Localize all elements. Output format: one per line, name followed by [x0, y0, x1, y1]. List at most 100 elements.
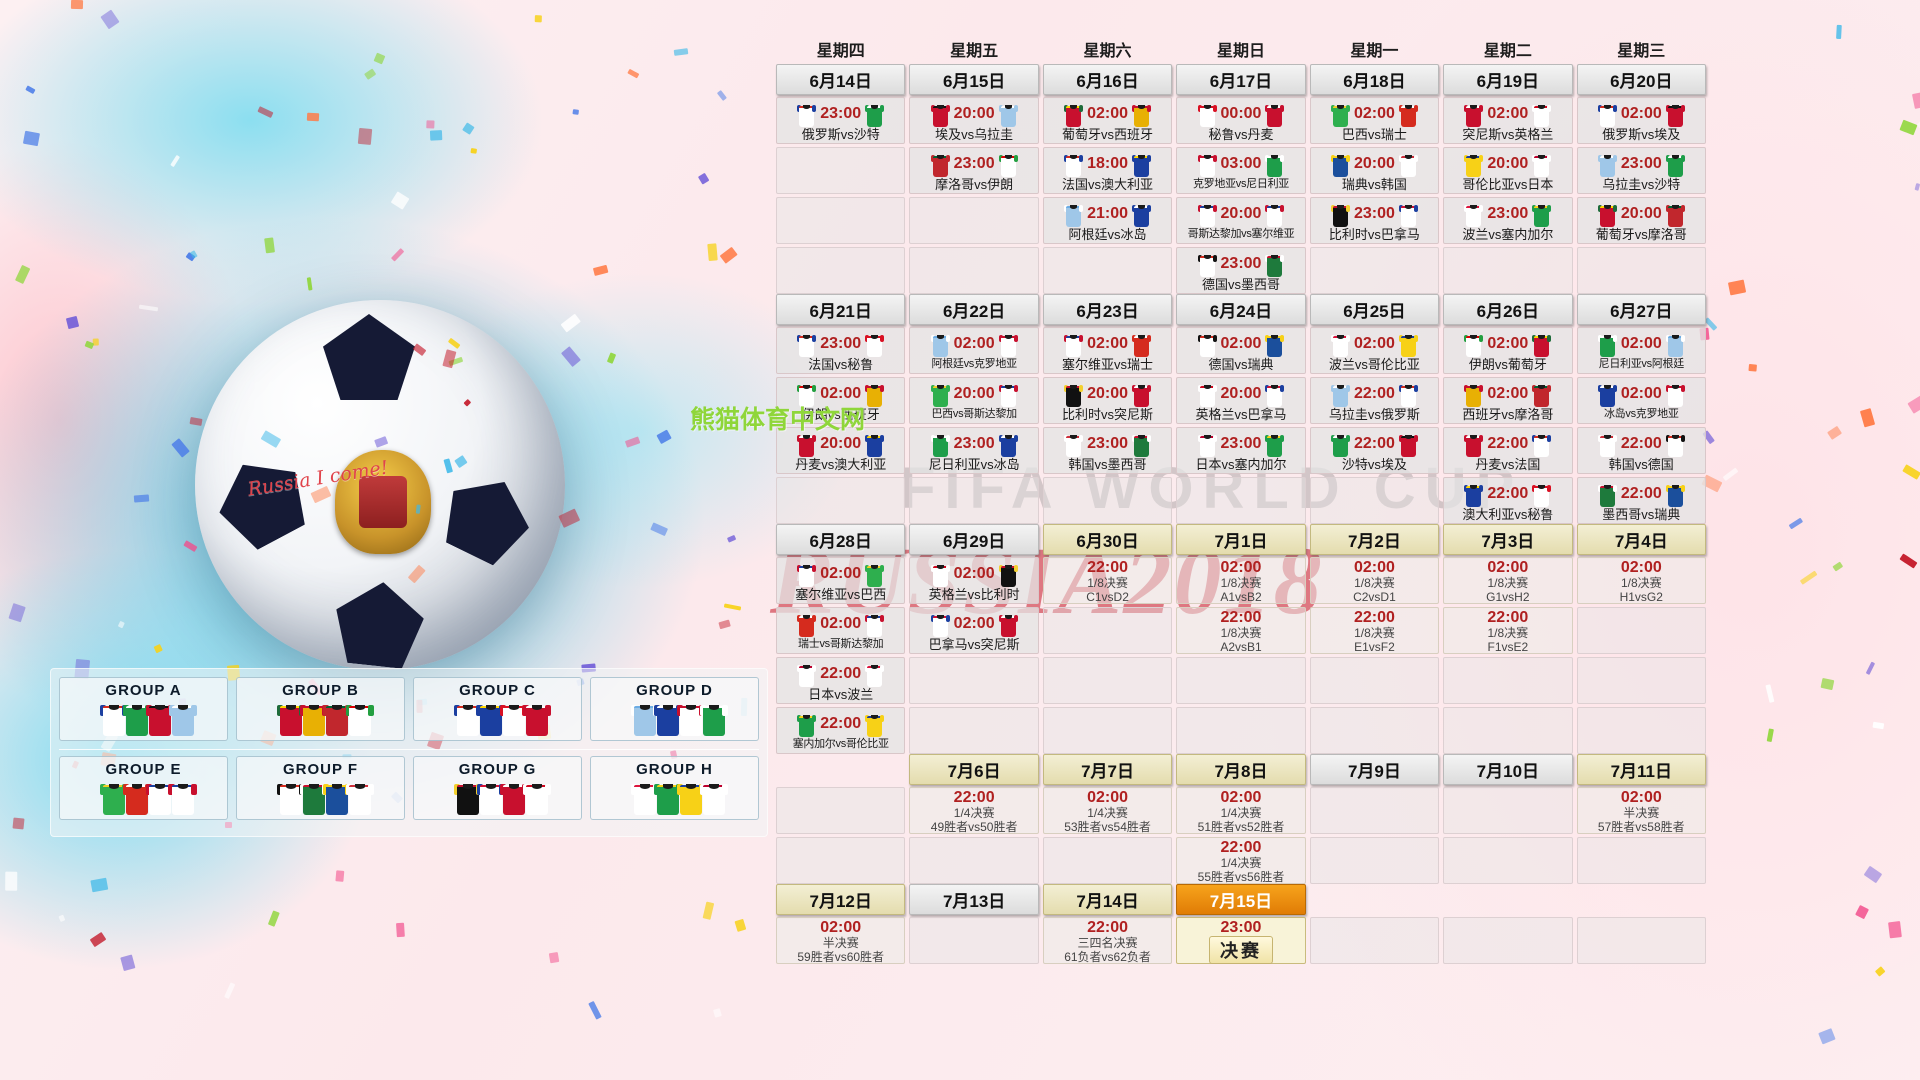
group-match-cell[interactable]: 02:00 塞尔维亚vs瑞士: [1042, 327, 1173, 374]
date-header[interactable]: 6月14日: [776, 64, 906, 95]
final-match-cell[interactable]: 23:00 决赛: [1176, 917, 1306, 964]
group-card[interactable]: GROUP G: [413, 756, 582, 820]
date-header[interactable]: 6月25日: [1309, 294, 1440, 325]
group-match-cell[interactable]: 22:00 澳大利亚vs秘鲁: [1443, 477, 1573, 524]
date-header[interactable]: 7月9日: [1309, 754, 1440, 785]
group-card[interactable]: GROUP A: [59, 677, 228, 741]
group-match-cell[interactable]: 02:00 阿根廷vs克罗地亚: [909, 327, 1039, 374]
group-match-cell[interactable]: 22:00 乌拉圭vs俄罗斯: [1309, 377, 1440, 424]
date-header[interactable]: 7月1日: [1176, 524, 1306, 555]
knockout-match-cell[interactable]: 02:00 1/4决赛 51胜者vs52胜者: [1176, 787, 1306, 834]
group-card[interactable]: GROUP D: [590, 677, 759, 741]
group-match-cell[interactable]: 20:00 巴西vs哥斯达黎加: [909, 377, 1039, 424]
group-match-cell[interactable]: 23:00 韩国vs墨西哥: [1042, 427, 1173, 474]
group-match-cell[interactable]: 18:00 法国vs澳大利亚: [1042, 147, 1173, 194]
date-header[interactable]: 6月29日: [909, 524, 1039, 555]
date-header[interactable]: 7月8日: [1176, 754, 1306, 785]
date-header[interactable]: 7月15日: [1176, 884, 1306, 915]
date-header[interactable]: 6月26日: [1443, 294, 1573, 325]
date-header[interactable]: 7月6日: [909, 754, 1039, 785]
date-header[interactable]: 7月4日: [1576, 524, 1706, 555]
date-header[interactable]: 6月15日: [909, 64, 1039, 95]
date-header[interactable]: 6月20日: [1576, 64, 1706, 95]
group-match-cell[interactable]: 20:00 哥斯达黎加vs塞尔维亚: [1176, 197, 1306, 244]
group-card[interactable]: GROUP H: [590, 756, 759, 820]
group-match-cell[interactable]: 22:00 韩国vs德国: [1576, 427, 1706, 474]
group-match-cell[interactable]: 02:00 冰岛vs克罗地亚: [1576, 377, 1706, 424]
group-card[interactable]: GROUP B: [236, 677, 405, 741]
date-header[interactable]: 6月21日: [776, 294, 906, 325]
group-match-cell[interactable]: 23:00 俄罗斯vs沙特: [776, 97, 906, 144]
knockout-match-cell[interactable]: 02:00 1/8决赛 G1vsH2: [1443, 557, 1573, 604]
date-header[interactable]: 7月12日: [776, 884, 906, 915]
group-match-cell[interactable]: 22:00 日本vs波兰: [776, 657, 906, 704]
date-header[interactable]: 7月14日: [1042, 884, 1173, 915]
date-header[interactable]: 7月7日: [1042, 754, 1173, 785]
knockout-match-cell[interactable]: 22:00 1/4决赛 55胜者vs56胜者: [1176, 837, 1306, 884]
group-match-cell[interactable]: 22:00 塞内加尔vs哥伦比亚: [776, 707, 906, 754]
knockout-match-cell[interactable]: 02:00 1/4决赛 53胜者vs54胜者: [1042, 787, 1173, 834]
group-card[interactable]: GROUP E: [59, 756, 228, 820]
group-match-cell[interactable]: 02:00 巴拿马vs突尼斯: [909, 607, 1039, 654]
date-header[interactable]: 6月16日: [1042, 64, 1173, 95]
knockout-match-cell[interactable]: 22:00 1/8决赛 C1vsD2: [1042, 557, 1173, 604]
date-header[interactable]: 7月11日: [1576, 754, 1706, 785]
date-header[interactable]: 7月2日: [1309, 524, 1440, 555]
group-match-cell[interactable]: 20:00 比利时vs突尼斯: [1042, 377, 1173, 424]
group-match-cell[interactable]: 20:00 哥伦比亚vs日本: [1443, 147, 1573, 194]
group-match-cell[interactable]: 02:00 瑞士vs哥斯达黎加: [776, 607, 906, 654]
date-header[interactable]: 6月17日: [1176, 64, 1306, 95]
knockout-match-cell[interactable]: 22:00 1/8决赛 F1vsE2: [1443, 607, 1573, 654]
group-match-cell[interactable]: 22:00 沙特vs埃及: [1309, 427, 1440, 474]
group-match-cell[interactable]: 23:00 尼日利亚vs冰岛: [909, 427, 1039, 474]
group-match-cell[interactable]: 23:00 乌拉圭vs沙特: [1576, 147, 1706, 194]
group-match-cell[interactable]: 23:00 摩洛哥vs伊朗: [909, 147, 1039, 194]
group-match-cell[interactable]: 03:00 克罗地亚vs尼日利亚: [1176, 147, 1306, 194]
group-match-cell[interactable]: 20:00 埃及vs乌拉圭: [909, 97, 1039, 144]
date-header[interactable]: 6月23日: [1042, 294, 1173, 325]
knockout-match-cell[interactable]: 02:00 1/8决赛 H1vsG2: [1576, 557, 1706, 604]
knockout-match-cell[interactable]: 22:00 1/8决赛 E1vsF2: [1309, 607, 1440, 654]
date-header[interactable]: 7月10日: [1443, 754, 1573, 785]
group-match-cell[interactable]: 23:00 法国vs秘鲁: [776, 327, 906, 374]
date-header[interactable]: 7月3日: [1443, 524, 1573, 555]
date-header[interactable]: 6月22日: [909, 294, 1039, 325]
group-match-cell[interactable]: 23:00 比利时vs巴拿马: [1309, 197, 1440, 244]
group-card[interactable]: GROUP F: [236, 756, 405, 820]
date-header[interactable]: 6月27日: [1576, 294, 1706, 325]
group-match-cell[interactable]: 21:00 阿根廷vs冰岛: [1042, 197, 1173, 244]
date-header[interactable]: 6月30日: [1042, 524, 1173, 555]
group-match-cell[interactable]: 02:00 英格兰vs比利时: [909, 557, 1039, 604]
knockout-match-cell[interactable]: 02:00 半决赛 57胜者vs58胜者: [1576, 787, 1706, 834]
knockout-match-cell[interactable]: 02:00 1/8决赛 A1vsB2: [1176, 557, 1306, 604]
group-match-cell[interactable]: 20:00 瑞典vs韩国: [1309, 147, 1440, 194]
group-match-cell[interactable]: 02:00 塞尔维亚vs巴西: [776, 557, 906, 604]
group-match-cell[interactable]: 02:00 尼日利亚vs阿根廷: [1576, 327, 1706, 374]
group-match-cell[interactable]: 23:00 德国vs墨西哥: [1176, 247, 1306, 294]
group-match-cell[interactable]: 02:00 葡萄牙vs西班牙: [1042, 97, 1173, 144]
group-match-cell[interactable]: 02:00 俄罗斯vs埃及: [1576, 97, 1706, 144]
knockout-match-cell[interactable]: 22:00 1/4决赛 49胜者vs50胜者: [909, 787, 1039, 834]
group-match-cell[interactable]: 22:00 丹麦vs法国: [1443, 427, 1573, 474]
group-match-cell[interactable]: 22:00 墨西哥vs瑞典: [1576, 477, 1706, 524]
knockout-match-cell[interactable]: 22:00 1/8决赛 A2vsB1: [1176, 607, 1306, 654]
group-match-cell[interactable]: 00:00 秘鲁vs丹麦: [1176, 97, 1306, 144]
group-match-cell[interactable]: 23:00 波兰vs塞内加尔: [1443, 197, 1573, 244]
group-match-cell[interactable]: 02:00 伊朗vs葡萄牙: [1443, 327, 1573, 374]
group-match-cell[interactable]: 02:00 德国vs瑞典: [1176, 327, 1306, 374]
group-match-cell[interactable]: 20:00 葡萄牙vs摩洛哥: [1576, 197, 1706, 244]
group-match-cell[interactable]: 23:00 日本vs塞内加尔: [1176, 427, 1306, 474]
knockout-match-cell[interactable]: 02:00 1/8决赛 C2vsD1: [1309, 557, 1440, 604]
group-match-cell[interactable]: 02:00 巴西vs瑞士: [1309, 97, 1440, 144]
date-header[interactable]: 7月13日: [909, 884, 1039, 915]
group-match-cell[interactable]: 02:00 波兰vs哥伦比亚: [1309, 327, 1440, 374]
date-header[interactable]: 6月18日: [1309, 64, 1440, 95]
date-header[interactable]: 6月28日: [776, 524, 906, 555]
group-match-cell[interactable]: 20:00 丹麦vs澳大利亚: [776, 427, 906, 474]
group-match-cell[interactable]: 20:00 英格兰vs巴拿马: [1176, 377, 1306, 424]
date-header[interactable]: 6月24日: [1176, 294, 1306, 325]
group-match-cell[interactable]: 02:00 伊朗vs西班牙: [776, 377, 906, 424]
date-header[interactable]: 6月19日: [1443, 64, 1573, 95]
knockout-match-cell[interactable]: 02:00 半决赛 59胜者vs60胜者: [776, 917, 906, 964]
group-match-cell[interactable]: 02:00 突尼斯vs英格兰: [1443, 97, 1573, 144]
